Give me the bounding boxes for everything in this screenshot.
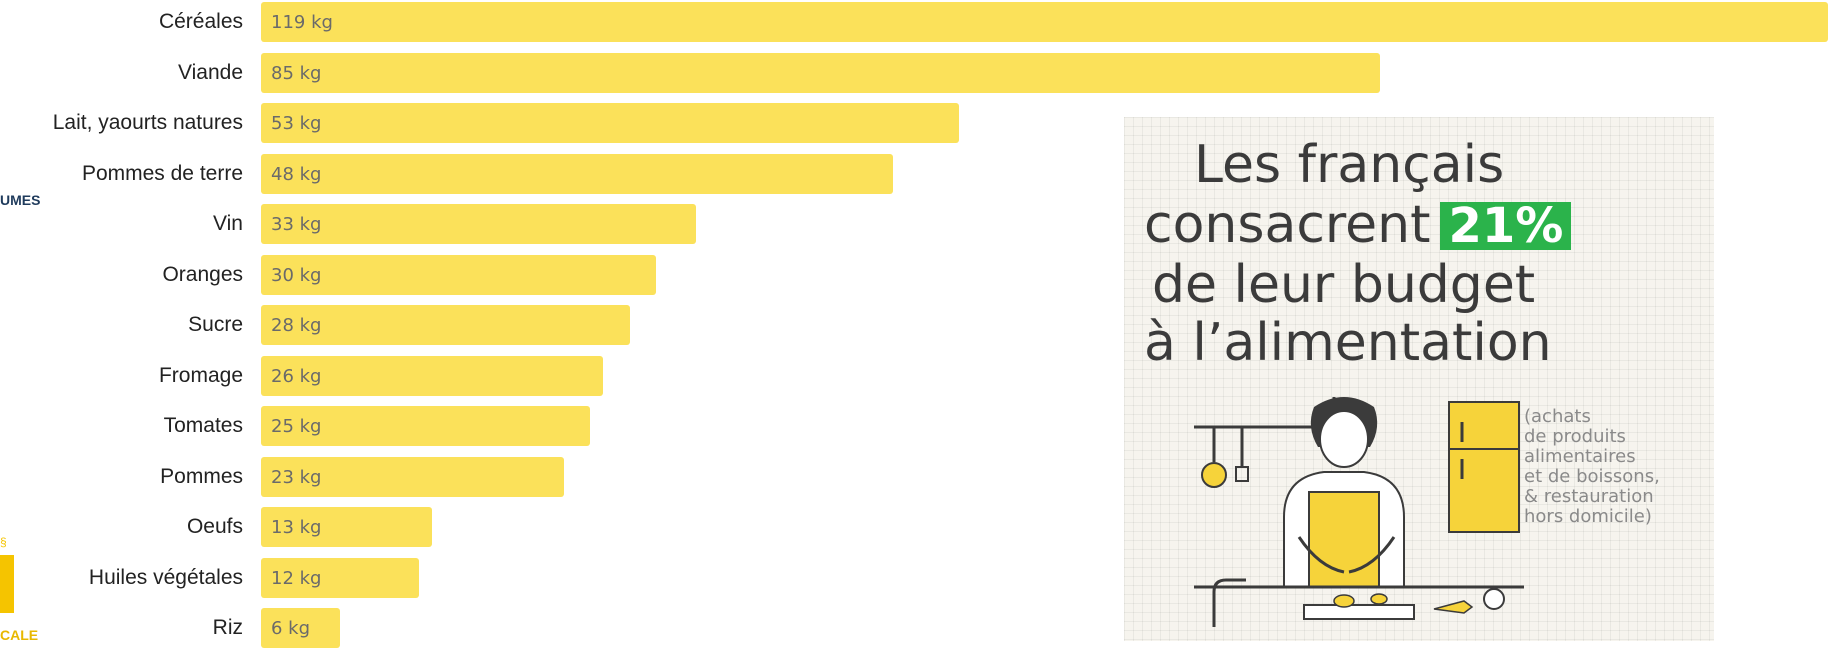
bar <box>261 2 1828 42</box>
category-label: Vin <box>213 212 243 235</box>
category-label: Fromage <box>158 363 243 387</box>
value-label: 30 kg <box>271 264 322 286</box>
bar <box>261 456 564 497</box>
category-label: Céréales <box>158 10 243 33</box>
value-label: 48 kg <box>271 163 322 185</box>
category-label: Pommes <box>160 464 243 488</box>
bar <box>261 204 696 244</box>
category-label: Viande <box>177 60 243 84</box>
infographic-line-2-prefix: consacrent <box>1144 195 1431 255</box>
category-label: Sucre <box>188 313 243 336</box>
bar <box>261 103 959 143</box>
value-label: 23 kg <box>271 466 322 488</box>
category-label: Oeufs <box>186 515 243 538</box>
infographic-line-3: de leur budget <box>1152 255 1536 315</box>
value-label: 12 kg <box>271 567 322 589</box>
infographic-line-4: à l’alimentation <box>1144 313 1552 373</box>
bar <box>261 52 1381 93</box>
infographic-line-2: consacrent 21% <box>1144 199 1572 251</box>
category-label: Oranges <box>162 262 243 286</box>
value-label: 25 kg <box>271 416 322 437</box>
value-label: 85 kg <box>271 62 322 84</box>
bar <box>261 254 657 295</box>
bar <box>261 557 420 598</box>
category-label: Riz <box>212 616 243 639</box>
value-label: 26 kg <box>271 365 322 387</box>
value-label: 6 kg <box>271 618 311 639</box>
bar <box>261 608 340 648</box>
cut-off-logo-glyph: § <box>0 535 7 549</box>
bar <box>261 305 630 345</box>
category-label: Pommes de terre <box>81 161 243 185</box>
cut-off-logo-text-top: UMES <box>0 192 41 208</box>
infographic-line-1: Les français <box>1194 135 1505 195</box>
bar <box>261 406 591 446</box>
value-label: 53 kg <box>271 113 322 134</box>
value-label: 33 kg <box>271 214 322 235</box>
bar <box>261 355 604 396</box>
value-label: 119 kg <box>271 12 333 33</box>
infographic-note: (achats de produits alimentaires et de b… <box>1524 406 1660 527</box>
cut-off-logo-text-bottom: CALE <box>0 627 39 643</box>
bar <box>261 153 894 194</box>
percentage-badge: 21% <box>1440 202 1572 250</box>
person-cooking-illustration <box>1194 397 1524 627</box>
budget-infographic: Les français consacrent 21% de leur budge… <box>1124 117 1714 641</box>
category-label: Huiles végétales <box>88 565 243 589</box>
value-label: 13 kg <box>271 517 322 538</box>
category-label: Lait, yaourts natures <box>52 111 243 134</box>
category-label: Tomates <box>163 414 243 437</box>
cut-off-logo-block <box>0 555 14 613</box>
value-label: 28 kg <box>271 315 322 336</box>
bar <box>261 507 433 547</box>
